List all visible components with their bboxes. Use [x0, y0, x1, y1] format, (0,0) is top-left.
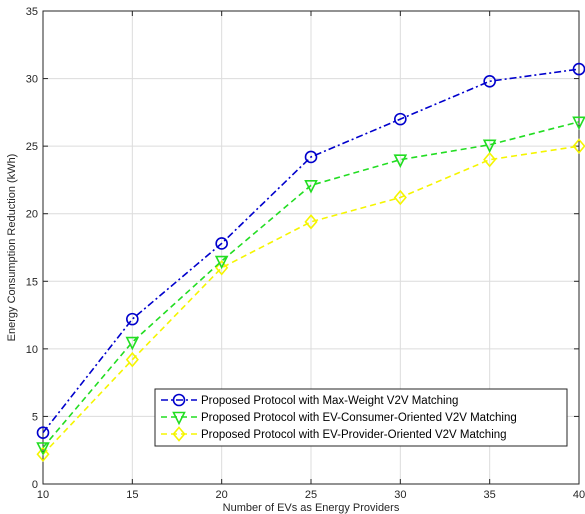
- x-tick-label: 10: [37, 489, 49, 501]
- legend-item: Proposed Protocol with Max-Weight V2V Ma…: [161, 395, 458, 408]
- x-tick-label: 20: [216, 489, 228, 501]
- legend-label: Proposed Protocol with EV-Provider-Orien…: [201, 429, 507, 441]
- legend-label: Proposed Protocol with Max-Weight V2V Ma…: [201, 395, 458, 407]
- y-tick-label: 30: [26, 74, 38, 86]
- y-tick-label: 20: [26, 209, 38, 221]
- x-tick-label: 40: [573, 489, 585, 501]
- legend-item: Proposed Protocol with EV-Provider-Orien…: [161, 428, 507, 442]
- y-tick-label: 10: [26, 344, 38, 356]
- legend: Proposed Protocol with Max-Weight V2V Ma…: [155, 389, 567, 446]
- legend-label: Proposed Protocol with EV-Consumer-Orien…: [201, 412, 517, 424]
- x-axis-label: Number of EVs as Energy Providers: [223, 502, 400, 514]
- legend-item: Proposed Protocol with EV-Consumer-Orien…: [161, 412, 517, 424]
- x-tick-label: 25: [305, 489, 317, 501]
- y-axis-label: Energy Consumption Reduction (kWh): [6, 154, 18, 342]
- x-tick-label: 35: [484, 489, 496, 501]
- x-tick-label: 15: [126, 489, 138, 501]
- x-tick-label: 30: [394, 489, 406, 501]
- y-tick-label: 0: [32, 479, 38, 491]
- y-tick-label: 5: [32, 411, 38, 423]
- y-tick-label: 15: [26, 276, 38, 288]
- y-tick-label: 35: [26, 6, 38, 18]
- y-tick-label: 25: [26, 141, 38, 153]
